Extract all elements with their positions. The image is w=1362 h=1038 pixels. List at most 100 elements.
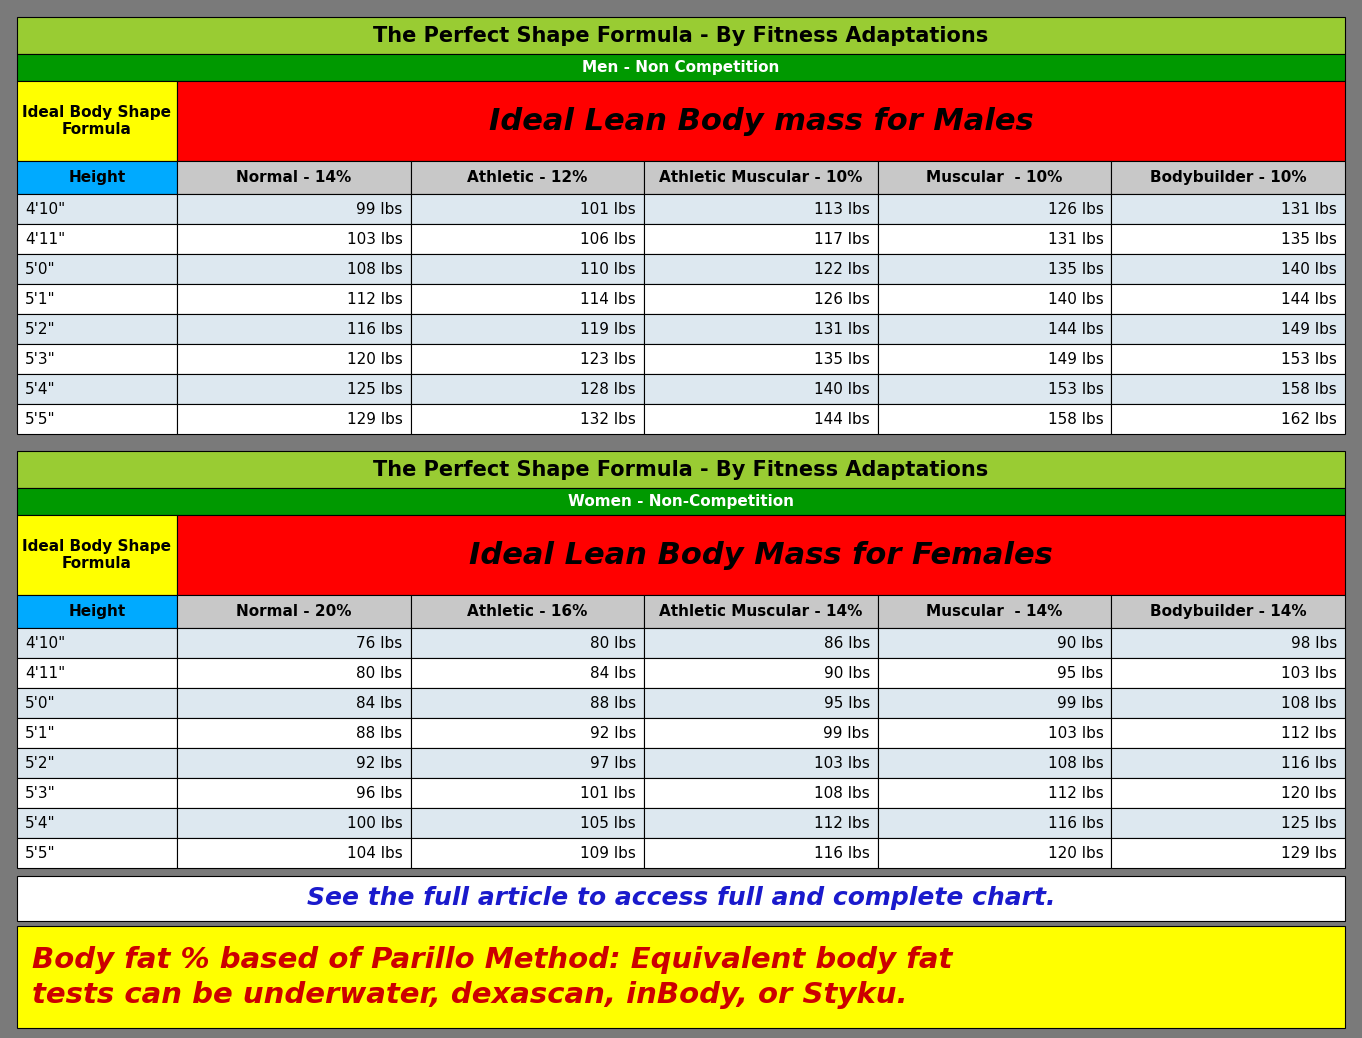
Bar	[177, 284, 410, 315]
Bar	[16, 224, 177, 254]
Bar	[644, 808, 877, 838]
Text: 5'4": 5'4"	[25, 816, 56, 830]
Bar	[177, 748, 410, 778]
Text: 116 lbs: 116 lbs	[814, 846, 870, 861]
Text: 131 lbs: 131 lbs	[1047, 231, 1103, 246]
Text: The Perfect Shape Formula - By Fitness Adaptations: The Perfect Shape Formula - By Fitness A…	[373, 26, 989, 46]
Bar	[644, 838, 877, 868]
Bar	[16, 488, 1346, 515]
Bar	[177, 161, 410, 194]
Text: 135 lbs: 135 lbs	[1282, 231, 1337, 246]
Text: Ideal Lean Body Mass for Females: Ideal Lean Body Mass for Females	[469, 541, 1053, 570]
Text: Athletic - 12%: Athletic - 12%	[467, 170, 587, 185]
Bar	[1111, 688, 1346, 718]
Text: 108 lbs: 108 lbs	[347, 262, 403, 276]
Bar	[16, 688, 177, 718]
Bar	[644, 284, 877, 315]
Text: 110 lbs: 110 lbs	[580, 262, 636, 276]
Bar	[644, 315, 877, 344]
Bar	[644, 748, 877, 778]
Text: Athletic - 16%: Athletic - 16%	[467, 604, 587, 619]
Text: Normal - 20%: Normal - 20%	[236, 604, 351, 619]
Bar	[16, 404, 177, 434]
Text: 112 lbs: 112 lbs	[347, 292, 403, 306]
Bar	[410, 658, 644, 688]
Text: 4'11": 4'11"	[25, 231, 65, 246]
Text: 153 lbs: 153 lbs	[1282, 352, 1337, 366]
Bar	[877, 595, 1111, 628]
Bar	[1111, 595, 1346, 628]
Bar	[1111, 748, 1346, 778]
Bar	[16, 344, 177, 374]
Text: Men - Non Competition: Men - Non Competition	[583, 60, 779, 75]
Text: 158 lbs: 158 lbs	[1047, 411, 1103, 427]
Text: 119 lbs: 119 lbs	[580, 322, 636, 336]
Bar	[644, 344, 877, 374]
Text: Ideal Lean Body mass for Males: Ideal Lean Body mass for Males	[489, 107, 1034, 136]
Text: Ideal Body Shape
Formula: Ideal Body Shape Formula	[23, 105, 172, 137]
Text: 95 lbs: 95 lbs	[1057, 665, 1103, 681]
Text: 4'10": 4'10"	[25, 201, 65, 217]
Bar	[1111, 374, 1346, 404]
Bar	[877, 161, 1111, 194]
Text: 5'1": 5'1"	[25, 726, 56, 740]
Bar	[177, 374, 410, 404]
Text: Women - Non-Competition: Women - Non-Competition	[568, 494, 794, 509]
Text: 5'2": 5'2"	[25, 322, 56, 336]
Bar	[1111, 658, 1346, 688]
Text: Muscular  - 14%: Muscular - 14%	[926, 604, 1062, 619]
Text: 5'3": 5'3"	[25, 352, 56, 366]
Bar	[410, 748, 644, 778]
Bar	[177, 808, 410, 838]
Bar	[644, 595, 877, 628]
Text: 132 lbs: 132 lbs	[580, 411, 636, 427]
Bar	[410, 161, 644, 194]
Bar	[16, 374, 177, 404]
Bar	[16, 450, 1346, 488]
Text: 131 lbs: 131 lbs	[1282, 201, 1337, 217]
Bar	[410, 595, 644, 628]
Bar	[1111, 808, 1346, 838]
Text: 101 lbs: 101 lbs	[580, 201, 636, 217]
Bar	[410, 404, 644, 434]
Text: 131 lbs: 131 lbs	[814, 322, 870, 336]
Bar	[177, 194, 410, 224]
Text: Height: Height	[68, 604, 125, 619]
Text: 5'1": 5'1"	[25, 292, 56, 306]
Bar	[1111, 778, 1346, 808]
Bar	[16, 748, 177, 778]
Text: 126 lbs: 126 lbs	[814, 292, 870, 306]
Text: 5'0": 5'0"	[25, 695, 56, 710]
Bar	[877, 778, 1111, 808]
Bar	[877, 688, 1111, 718]
Bar	[16, 628, 177, 658]
Bar	[177, 254, 410, 284]
Text: 140 lbs: 140 lbs	[1282, 262, 1337, 276]
Bar	[16, 876, 1346, 921]
Bar	[1111, 404, 1346, 434]
Bar	[16, 718, 177, 748]
Bar	[410, 315, 644, 344]
Bar	[16, 595, 177, 628]
Bar	[877, 808, 1111, 838]
Text: 129 lbs: 129 lbs	[347, 411, 403, 427]
Text: 128 lbs: 128 lbs	[580, 382, 636, 397]
Bar	[16, 54, 1346, 81]
Bar	[410, 628, 644, 658]
Text: 4'11": 4'11"	[25, 665, 65, 681]
Text: The Perfect Shape Formula - By Fitness Adaptations: The Perfect Shape Formula - By Fitness A…	[373, 460, 989, 480]
Text: tests can be underwater, dexascan, inBody, or Styku.: tests can be underwater, dexascan, inBod…	[31, 981, 907, 1009]
Bar	[877, 315, 1111, 344]
Text: 97 lbs: 97 lbs	[590, 756, 636, 770]
Bar	[877, 628, 1111, 658]
Bar	[177, 315, 410, 344]
Bar	[177, 838, 410, 868]
Bar	[644, 254, 877, 284]
Bar	[177, 515, 1346, 595]
Bar	[1111, 284, 1346, 315]
Bar	[877, 194, 1111, 224]
Bar	[177, 628, 410, 658]
Text: 99 lbs: 99 lbs	[1057, 695, 1103, 710]
Bar	[1111, 224, 1346, 254]
Text: 108 lbs: 108 lbs	[1047, 756, 1103, 770]
